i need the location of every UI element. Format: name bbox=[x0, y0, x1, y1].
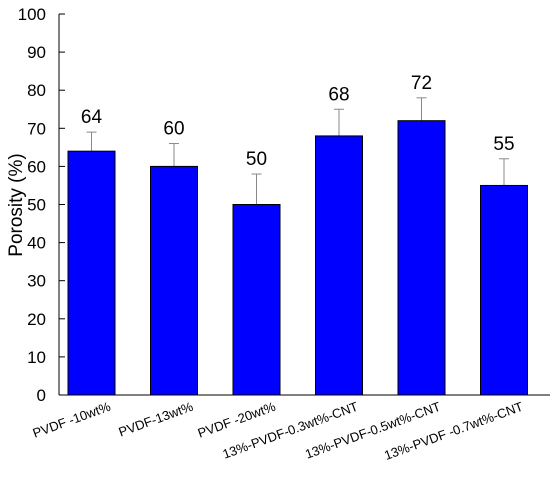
y-tick-label: 40 bbox=[27, 234, 46, 253]
data-labels: 64 60 50 68 72 55 bbox=[81, 73, 515, 170]
x-category-label: 13%-PVDF-0.5wt%-CNT bbox=[303, 399, 443, 462]
bars bbox=[67, 120, 528, 396]
y-tick-label: 20 bbox=[27, 310, 46, 329]
data-label: 72 bbox=[411, 73, 432, 94]
y-tick-label: 0 bbox=[37, 386, 46, 405]
bar bbox=[67, 150, 116, 396]
bar bbox=[480, 184, 528, 396]
y-tick-label: 70 bbox=[27, 119, 46, 138]
data-label: 50 bbox=[246, 149, 267, 170]
y-axis-title: Porosity (%) bbox=[6, 153, 27, 256]
bar bbox=[397, 120, 446, 396]
data-label: 68 bbox=[328, 84, 349, 105]
data-label: 55 bbox=[493, 134, 514, 155]
bar bbox=[315, 135, 363, 396]
bar bbox=[232, 204, 281, 396]
y-tick-label: 30 bbox=[27, 272, 46, 291]
x-category-label: 13%-PVDF-0.3wt%-CNT bbox=[220, 399, 360, 462]
x-category-label: 13%-PVDF -0.7wt%-CNT bbox=[382, 399, 525, 463]
y-ticks: 0 10 20 30 40 50 60 70 80 90 100 bbox=[18, 5, 65, 405]
data-label: 64 bbox=[81, 107, 103, 128]
y-tick-label: 100 bbox=[18, 5, 46, 24]
y-tick-label: 10 bbox=[27, 348, 46, 367]
x-category-labels: PVDF -10wt% PVDF-13wt% PVDF -20wt%13%-PVDF… bbox=[31, 399, 525, 463]
error-bars bbox=[86, 97, 509, 235]
y-tick-label: 80 bbox=[27, 81, 46, 100]
axes bbox=[58, 14, 550, 396]
y-tick-label: 90 bbox=[27, 43, 46, 62]
y-tick-label: 50 bbox=[27, 196, 46, 215]
y-tick-label: 60 bbox=[27, 157, 46, 176]
data-label: 60 bbox=[163, 119, 184, 140]
bar bbox=[150, 165, 198, 396]
x-category-label: PVDF-13wt% bbox=[117, 399, 196, 440]
